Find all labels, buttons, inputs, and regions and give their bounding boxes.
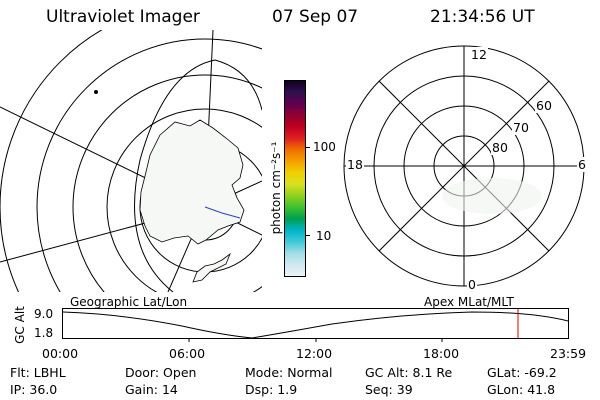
continent-outline [139, 119, 245, 245]
lat-circle [106, 108, 262, 292]
status-glon: GLon: 41.8 [487, 382, 556, 397]
status-gc-alt: GC Alt: 8.1 Re [365, 365, 453, 380]
status-flt: Flt: LBHL [10, 365, 66, 380]
colorbar-tick-10: 10 [316, 229, 332, 243]
status-ip: IP: 36.0 [10, 382, 58, 397]
colorbar-unit-label: photon cm⁻²s⁻¹ [269, 141, 283, 235]
color-bar [284, 80, 306, 277]
mlt-label-18: 18 [346, 157, 364, 172]
y-max-label: 9.0 [34, 307, 54, 321]
peninsula-outline [192, 252, 231, 283]
app-title: Ultraviolet Imager [46, 7, 200, 27]
gc-alt-axis-label: GC Alt [13, 306, 27, 344]
geographic-map [0, 30, 262, 292]
earth-limb [134, 59, 262, 292]
track-line [204, 206, 241, 219]
status-glat: GLat: -69.2 [487, 365, 557, 380]
polar-plot [343, 45, 585, 287]
color-bar-gradient [285, 81, 305, 276]
polar-diagonal [378, 80, 550, 252]
colorbar-tick [306, 235, 310, 236]
status-gain: Gain: 14 [125, 382, 178, 397]
status-dsp: Dsp: 1.9 [245, 382, 298, 397]
date-label: 07 Sep 07 [272, 7, 359, 27]
apex-mlat-mlt-title: Apex MLat/MLT [424, 295, 514, 309]
mlat-label-70: 70 [512, 120, 530, 135]
plot-frame [62, 308, 569, 339]
lat-circle [72, 74, 262, 292]
orbit-altitude-plot [62, 308, 569, 342]
x-tick-label: 00:00 [42, 346, 79, 361]
marker-dot [94, 90, 98, 94]
lat-circle [36, 38, 262, 292]
mlat-label-60: 60 [535, 98, 553, 113]
x-tick-label: 23:59 [550, 346, 587, 361]
y-min-label: 1.8 [34, 326, 54, 340]
geographic-latlon-title: Geographic Lat/Lon [70, 295, 188, 309]
altitude-curve [62, 311, 569, 339]
status-door: Door: Open [125, 365, 197, 380]
status-mode: Mode: Normal [245, 365, 333, 380]
mlat-label-80: 80 [491, 140, 509, 155]
mlt-label-12: 12 [470, 47, 488, 62]
x-tick-label: 12:00 [296, 346, 333, 361]
faint-emission [442, 178, 542, 214]
mlt-label-6: 6 [577, 157, 587, 172]
colorbar-tick [306, 147, 310, 148]
x-tick-label: 18:00 [423, 346, 460, 361]
mlt-label-0: 0 [467, 277, 477, 292]
time-label: 21:34:56 UT [430, 7, 535, 27]
status-seq: Seq: 39 [365, 382, 413, 397]
x-tick-label: 06:00 [169, 346, 206, 361]
colorbar-tick-100: 100 [313, 140, 336, 154]
